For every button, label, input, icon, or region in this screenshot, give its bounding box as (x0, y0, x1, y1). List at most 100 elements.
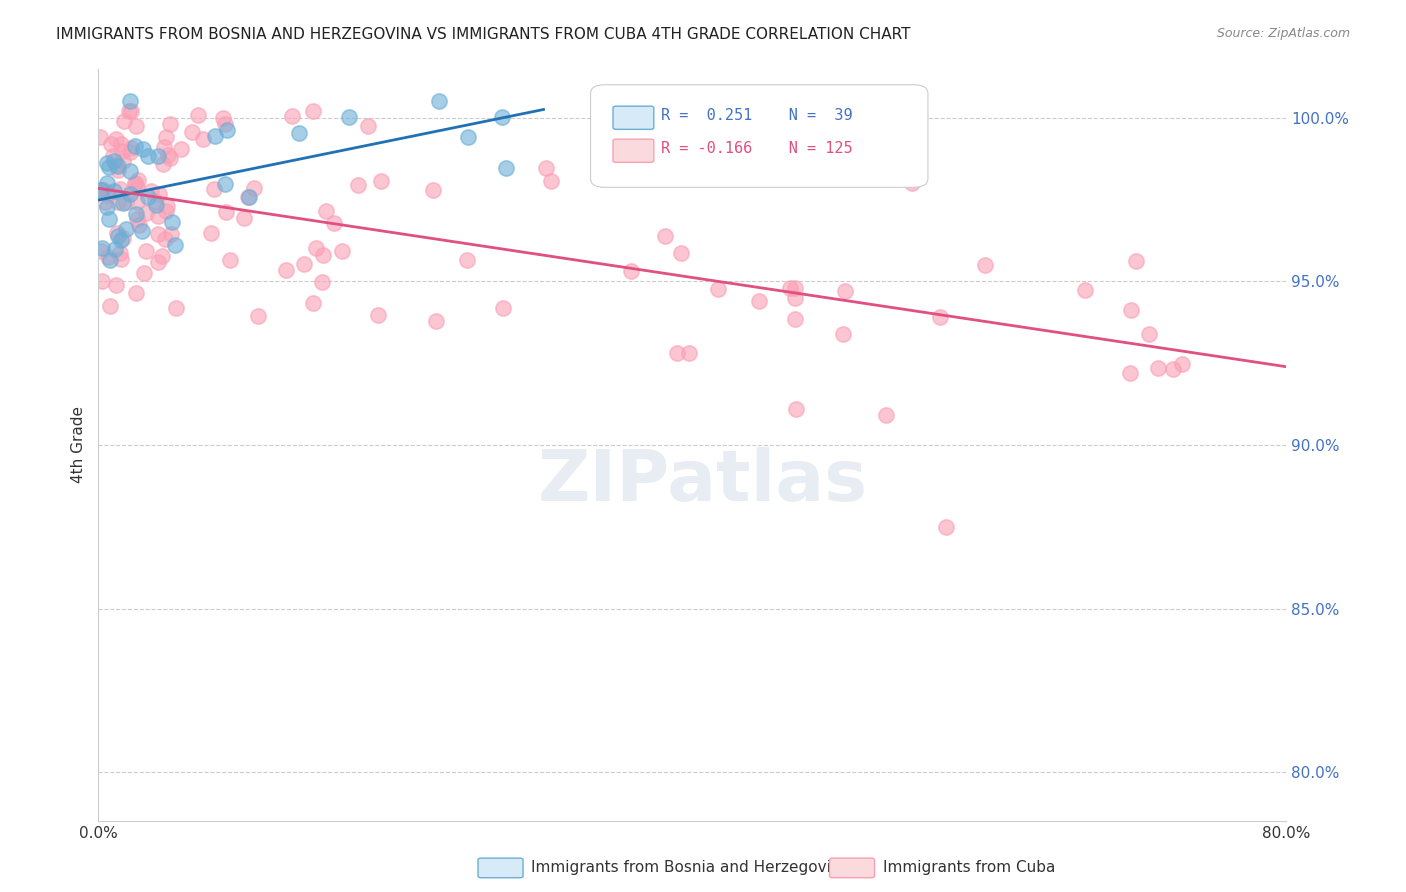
Point (276, 263, 298, 277)
Point (105, 227, 128, 241)
Point (132, 267, 155, 281)
Point (127, 179, 149, 194)
Point (215, 123, 238, 137)
Point (427, 95, 450, 109)
Point (148, 255, 170, 269)
Point (181, 125, 204, 139)
Point (111, 153, 134, 168)
Point (232, 211, 254, 225)
Point (157, 148, 180, 162)
Point (666, 345, 689, 359)
Point (337, 110, 360, 124)
Point (94, 195, 117, 210)
Point (135, 206, 157, 220)
Point (302, 104, 325, 119)
Point (631, 154, 654, 169)
Point (110, 182, 132, 196)
Point (146, 227, 169, 241)
Point (96, 176, 118, 190)
Point (211, 111, 233, 125)
Point (1119, 366, 1142, 380)
Point (124, 177, 146, 191)
Point (125, 207, 148, 221)
Point (110, 252, 132, 267)
Point (132, 142, 155, 156)
Point (91, 183, 114, 197)
Point (120, 141, 142, 155)
Point (288, 126, 311, 140)
Point (124, 139, 146, 153)
Point (110, 233, 132, 247)
Point (620, 264, 643, 278)
Point (357, 120, 380, 134)
Point (156, 199, 179, 213)
Point (1146, 361, 1168, 376)
Point (1125, 254, 1147, 268)
Point (491, 110, 513, 124)
Point (118, 145, 141, 160)
Point (125, 285, 148, 300)
Point (97, 250, 120, 264)
Point (323, 216, 346, 230)
Point (540, 174, 562, 188)
Point (110, 137, 132, 152)
Point (534, 161, 557, 175)
Point (422, 183, 444, 197)
Point (243, 180, 266, 194)
Point (90, 274, 112, 288)
Point (148, 186, 170, 201)
Point (292, 257, 315, 271)
Point (153, 231, 176, 245)
Point (495, 161, 517, 176)
Point (97, 211, 120, 226)
Point (118, 95, 141, 109)
Point (124, 178, 146, 192)
Text: R =  0.251    N =  39: R = 0.251 N = 39 (661, 108, 852, 122)
Point (104, 243, 127, 257)
Point (1074, 283, 1097, 297)
Point (155, 203, 177, 218)
Point (785, 402, 807, 417)
Point (785, 281, 807, 295)
Point (191, 132, 214, 146)
Point (96, 156, 118, 170)
Point (118, 187, 141, 202)
Point (929, 310, 952, 325)
Point (901, 176, 924, 190)
Point (131, 224, 153, 238)
Point (783, 291, 806, 305)
Point (107, 229, 129, 244)
Point (831, 327, 853, 342)
Point (115, 194, 138, 209)
Point (153, 139, 176, 153)
Text: Immigrants from Cuba: Immigrants from Cuba (883, 861, 1056, 875)
Point (91, 183, 114, 197)
Point (139, 184, 162, 198)
Point (783, 312, 806, 326)
Point (347, 178, 370, 192)
Point (125, 194, 148, 209)
Text: Immigrants from Bosnia and Herzegovina: Immigrants from Bosnia and Herzegovina (531, 861, 851, 875)
Text: ZIPatlas: ZIPatlas (538, 447, 868, 516)
Point (89, 130, 111, 145)
Point (330, 244, 353, 259)
Point (107, 194, 129, 209)
Text: R = -0.166    N = 125: R = -0.166 N = 125 (661, 141, 852, 155)
Point (135, 244, 157, 259)
Point (120, 164, 142, 178)
Point (105, 277, 128, 292)
Point (302, 295, 325, 310)
Point (165, 301, 187, 315)
Point (112, 231, 135, 245)
Point (1171, 357, 1194, 371)
Point (145, 198, 167, 212)
Point (214, 117, 236, 131)
Point (101, 149, 124, 163)
Point (100, 136, 122, 151)
Point (136, 190, 159, 204)
Point (214, 177, 236, 191)
Point (935, 520, 957, 534)
Point (311, 275, 333, 289)
Point (138, 149, 160, 163)
Point (120, 104, 142, 119)
